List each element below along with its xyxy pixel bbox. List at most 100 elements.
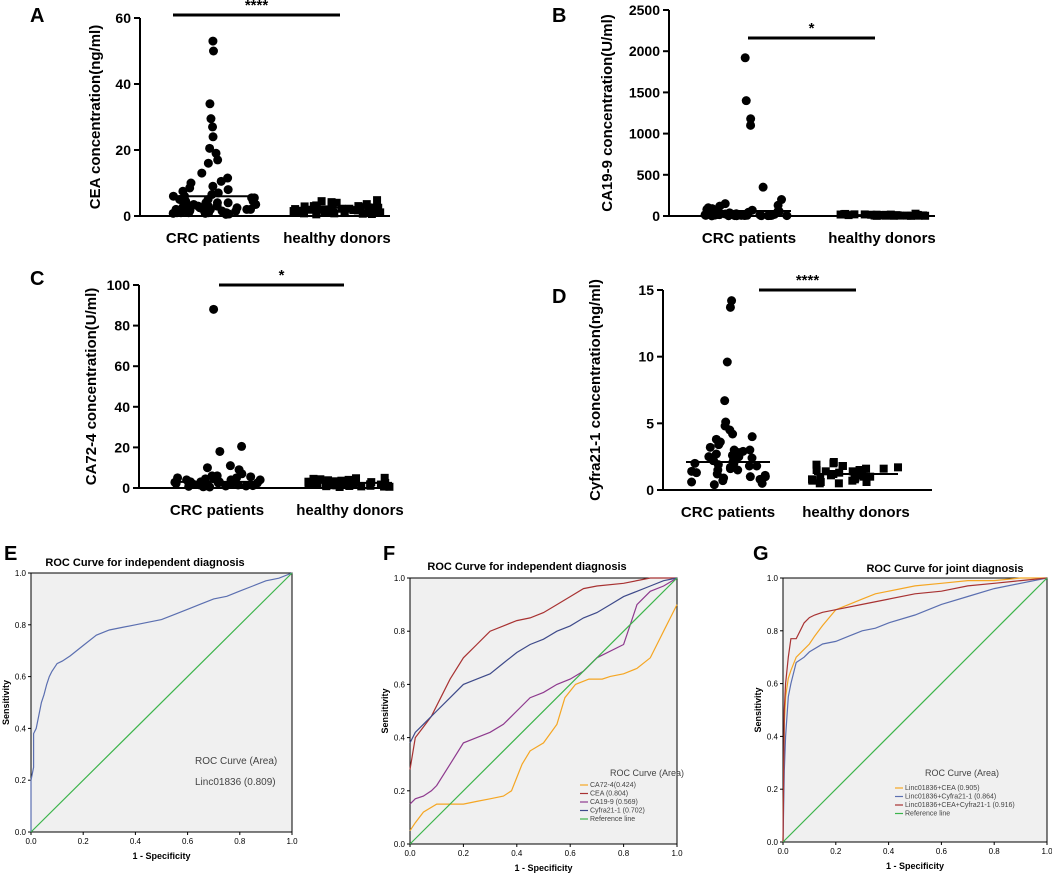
data-point: [223, 198, 233, 208]
data-point: [720, 396, 730, 406]
data-point: [758, 182, 768, 192]
y-tick-label: 60: [115, 10, 131, 26]
y-tick-label: 40: [115, 76, 131, 92]
data-point: [815, 479, 824, 488]
data-point: [821, 467, 830, 476]
significance-label: *: [809, 20, 815, 37]
data-point: [316, 475, 325, 484]
data-point: [756, 211, 766, 221]
legend-entry: CA72-4(0.424): [590, 782, 636, 789]
legend-entry: Linc01836+CEA (0.905): [905, 785, 980, 792]
data-point: [740, 211, 750, 221]
x-axis-label: 1 - Specificity: [514, 863, 572, 873]
y-tick-label: 0.8: [15, 621, 27, 630]
data-point: [208, 122, 218, 132]
data-point: [327, 201, 336, 210]
series-line-linc01836-0-809: [30, 572, 293, 832]
data-point: [380, 473, 389, 482]
y-tick-label: 0.2: [767, 785, 779, 794]
data-point: [838, 462, 847, 470]
y-tick-label: 0: [122, 480, 130, 496]
data-point: [225, 461, 235, 471]
group-crc-patients: [168, 36, 261, 219]
data-point: [168, 208, 178, 218]
x-tick-label: 0.2: [458, 849, 470, 858]
x-tick-label: CRC patients: [170, 502, 264, 519]
x-tick-label: 0.0: [404, 849, 416, 858]
data-point: [714, 440, 724, 450]
x-tick-label: 1.0: [671, 849, 683, 858]
data-point: [829, 459, 838, 468]
legend-entry: Reference line: [590, 816, 635, 823]
y-tick-label: 60: [114, 358, 130, 374]
x-tick-label: healthy donors: [828, 230, 936, 247]
data-point: [208, 36, 218, 46]
data-point: [835, 468, 844, 477]
y-tick-label: 20: [115, 142, 131, 158]
data-point: [185, 183, 195, 193]
data-point: [746, 120, 756, 130]
panel-label: F: [383, 543, 395, 565]
x-tick-label: 0.2: [78, 837, 90, 846]
panel-label: C: [30, 268, 44, 290]
x-axis-label: 1 - Specificity: [886, 861, 944, 871]
panel-b: B 0 500 1000 1500 2000 2500 CA19-9 concentratio…: [552, 2, 936, 247]
data-point: [248, 481, 258, 491]
data-point: [216, 176, 226, 186]
data-point: [184, 208, 194, 218]
data-point: [367, 210, 376, 219]
legend: ROC Curve (Area) Linc01836 (0.809): [195, 756, 277, 788]
y-tick-label: 20: [114, 439, 130, 455]
legend-entry: Reference line: [905, 811, 950, 818]
data-point: [757, 478, 767, 488]
data-point: [732, 211, 742, 221]
data-point: [812, 466, 821, 474]
data-point: [859, 472, 868, 481]
y-axis-label: CA72-4 concentration(U/ml): [83, 288, 100, 486]
chart-title: ROC Curve for independent diagnosis: [427, 561, 626, 573]
y-tick-label: 0.6: [767, 680, 779, 689]
data-point: [223, 185, 233, 195]
data-point: [740, 53, 750, 63]
legend-title: ROC Curve (Area): [195, 756, 277, 767]
y-tick-label: 0.4: [767, 732, 779, 741]
x-tick-label: 0.8: [618, 849, 630, 858]
data-point: [208, 132, 218, 142]
y-tick-label: 0: [646, 482, 654, 498]
group-crc-patients: [686, 296, 770, 490]
series-line-reference-line: [409, 577, 678, 845]
y-tick-label: 500: [637, 167, 661, 183]
data-point: [376, 208, 385, 217]
data-point: [202, 463, 212, 473]
data-point: [921, 211, 930, 220]
y-tick-label: 100: [107, 277, 131, 293]
data-point: [312, 210, 321, 219]
legend: ROC Curve (Area) Linc01836+CEA (0.905) Lin…: [895, 768, 1015, 818]
y-tick-label: 0: [123, 208, 131, 224]
data-point: [385, 482, 394, 491]
y-tick-label: 0.4: [394, 734, 406, 743]
x-tick-label: 0.6: [936, 847, 948, 856]
series-line-linc01836-cyfra21-1-0-864: [782, 577, 1048, 843]
data-point: [745, 445, 755, 455]
x-tick-label: 0.4: [883, 847, 895, 856]
y-tick-label: 15: [638, 282, 654, 298]
data-point: [746, 114, 756, 124]
significance-label: ****: [245, 0, 269, 14]
y-tick-label: 1.0: [15, 569, 27, 578]
x-tick-label: 0.4: [130, 837, 142, 846]
y-tick-label: 10: [638, 349, 654, 365]
x-tick-label: CRC patients: [166, 230, 260, 247]
data-point: [221, 209, 231, 219]
y-tick-label: 0.8: [767, 627, 779, 636]
data-point: [725, 302, 735, 312]
panel-c: C 0 20 40 60 80 100 CA72-4 concentration(U/ml) C…: [30, 267, 404, 519]
y-tick-label: 2000: [629, 43, 660, 59]
data-point: [322, 482, 331, 491]
data-point: [209, 304, 219, 314]
panel-label: G: [753, 543, 769, 565]
data-point: [200, 208, 210, 218]
series-line-linc01836-cea-cyfra21-1-0-916: [782, 577, 1048, 843]
data-point: [727, 296, 737, 306]
